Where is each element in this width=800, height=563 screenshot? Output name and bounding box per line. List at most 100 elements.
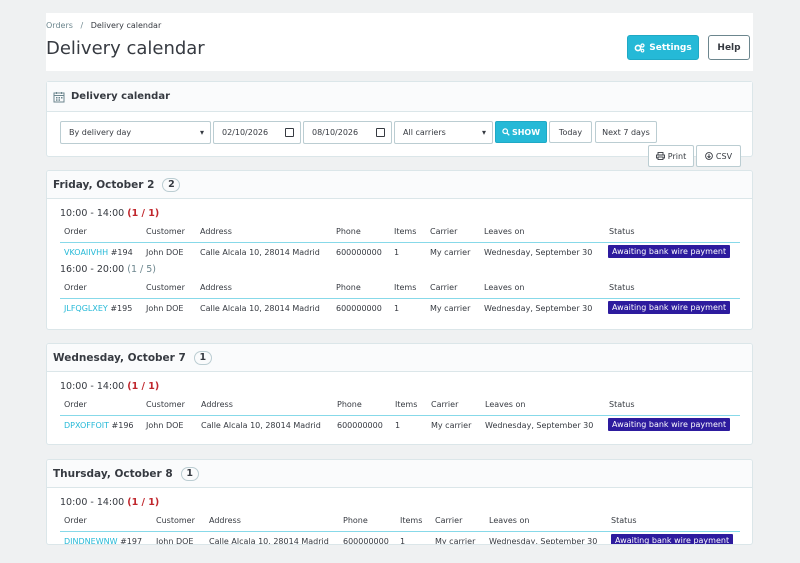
cell-customer: John DOE (146, 421, 184, 430)
cell-carrier: My carrier (430, 248, 471, 257)
mode-select-value: By delivery day (69, 128, 132, 137)
orders-table: Order Customer Address Phone Items Carri… (60, 397, 740, 433)
col-customer: Customer (146, 400, 185, 409)
col-status: Status (609, 227, 635, 236)
print-button[interactable]: Print (648, 145, 694, 167)
header-divider (60, 242, 740, 243)
cell-carrier: My carrier (430, 304, 471, 313)
show-button[interactable]: SHOW (495, 121, 547, 143)
day-card: Thursday, October 8 1 10:00 - 14:00 (1 /… (46, 459, 753, 545)
slot-capacity: (1 / 5) (127, 264, 157, 275)
slot-capacity: (1 / 1) (127, 381, 160, 392)
col-order: Order (64, 283, 87, 292)
status-badge: Awaiting bank wire payment (608, 301, 731, 314)
col-phone: Phone (336, 283, 361, 292)
orders-table: Order Customer Address Phone Items Carri… (60, 224, 740, 260)
col-items: Items (395, 400, 418, 409)
order-link[interactable]: DPXOFFOIT (64, 421, 109, 430)
print-button-label: Print (667, 151, 687, 161)
gears-icon (634, 42, 645, 52)
cell-items: 1 (394, 304, 400, 313)
col-carrier: Carrier (430, 227, 458, 236)
show-button-label: SHOW (511, 127, 541, 137)
filter-panel: Delivery calendar By delivery day ▾ 02/1… (46, 81, 753, 167)
date-to-value: 08/10/2026 (312, 128, 359, 137)
cell-items: 1 (395, 421, 401, 430)
day-header: Thursday, October 8 1 (47, 460, 752, 488)
settings-button[interactable]: Settings (627, 35, 699, 60)
cell-leaves-on: Wednesday, September 30 (489, 537, 598, 545)
order-number: #194 (110, 248, 133, 257)
chevron-down-icon: ▾ (481, 128, 486, 137)
next-7-days-button[interactable]: Next 7 days (595, 121, 657, 143)
cell-items: 1 (400, 537, 406, 545)
order-reference: DJNDNEWNW #197 (64, 537, 142, 545)
day-title: Thursday, October 8 (53, 467, 173, 480)
order-link[interactable]: VKOAIIVHH (64, 248, 109, 257)
col-leaves-on: Leaves on (484, 227, 525, 236)
calendar-icon (53, 91, 65, 102)
status-badge: Awaiting bank wire payment (608, 418, 731, 431)
date-from-input[interactable]: 02/10/2026 (213, 121, 301, 144)
carrier-select-value: All carriers (403, 128, 446, 137)
order-reference: DPXOFFOIT #196 (64, 421, 134, 430)
col-phone: Phone (337, 400, 362, 409)
date-picker-icon[interactable] (376, 128, 385, 137)
col-carrier: Carrier (431, 400, 459, 409)
date-picker-icon[interactable] (285, 128, 294, 137)
cell-customer: John DOE (146, 248, 184, 257)
header-divider (60, 531, 740, 532)
date-to-input[interactable]: 08/10/2026 (303, 121, 392, 144)
header-divider (60, 298, 740, 299)
help-button[interactable]: Help (708, 35, 750, 60)
col-carrier: Carrier (435, 516, 463, 525)
col-status: Status (611, 516, 637, 525)
slot-time: 10:00 - 14:00 (60, 208, 125, 219)
col-address: Address (200, 227, 232, 236)
cell-carrier: My carrier (435, 537, 476, 545)
col-items: Items (394, 227, 417, 236)
order-link[interactable]: DJNDNEWNW (64, 537, 118, 545)
download-icon (705, 152, 713, 160)
carrier-select[interactable]: All carriers ▾ (394, 121, 493, 144)
csv-button[interactable]: CSV (696, 145, 741, 167)
day-header: Wednesday, October 7 1 (47, 344, 752, 372)
col-address: Address (200, 283, 232, 292)
slot-title: 10:00 - 14:00 (1 / 1) (60, 377, 740, 397)
breadcrumb-orders-link[interactable]: Orders (46, 21, 73, 30)
orders-table: Order Customer Address Phone Items Carri… (60, 280, 740, 316)
page-header: Orders / Delivery calendar Delivery cale… (46, 13, 753, 71)
cell-address: Calle Alcala 10, 28014 Madrid (200, 248, 320, 257)
mode-select[interactable]: By delivery day ▾ (60, 121, 211, 144)
col-carrier: Carrier (430, 283, 458, 292)
print-icon (655, 152, 665, 160)
filter-panel-header: Delivery calendar (47, 82, 752, 112)
cell-phone: 600000000 (343, 537, 389, 545)
order-number: #196 (111, 421, 134, 430)
chevron-down-icon: ▾ (199, 128, 204, 137)
header-divider (60, 415, 740, 416)
order-reference: JLFQGLXEY #195 (64, 304, 132, 313)
day-header: Friday, October 2 2 (47, 171, 752, 199)
settings-button-label: Settings (649, 42, 692, 53)
cell-address: Calle Alcala 10, 28014 Madrid (201, 421, 321, 430)
cell-leaves-on: Wednesday, September 30 (484, 248, 593, 257)
col-order: Order (64, 516, 87, 525)
col-items: Items (400, 516, 423, 525)
slot-capacity: (1 / 1) (127, 497, 160, 508)
slot-time: 10:00 - 14:00 (60, 497, 125, 508)
filter-panel-title: Delivery calendar (71, 91, 171, 102)
cell-phone: 600000000 (337, 421, 383, 430)
slot-title: 16:00 - 20:00 (1 / 5) (60, 260, 740, 280)
slot-time: 10:00 - 14:00 (60, 381, 125, 392)
cell-phone: 600000000 (336, 304, 382, 313)
time-slot: 10:00 - 14:00 (1 / 1) Order Customer Add… (60, 377, 740, 433)
time-slot: 10:00 - 14:00 (1 / 1) Order Customer Add… (60, 204, 740, 260)
col-items: Items (394, 283, 417, 292)
today-button[interactable]: Today (549, 121, 592, 143)
order-link[interactable]: JLFQGLXEY (64, 304, 108, 313)
day-order-count: 1 (193, 350, 212, 365)
slot-time: 16:00 - 20:00 (60, 264, 125, 275)
order-reference: VKOAIIVHH #194 (64, 248, 133, 257)
cell-address: Calle Alcala 10, 28014 Madrid (209, 537, 329, 545)
